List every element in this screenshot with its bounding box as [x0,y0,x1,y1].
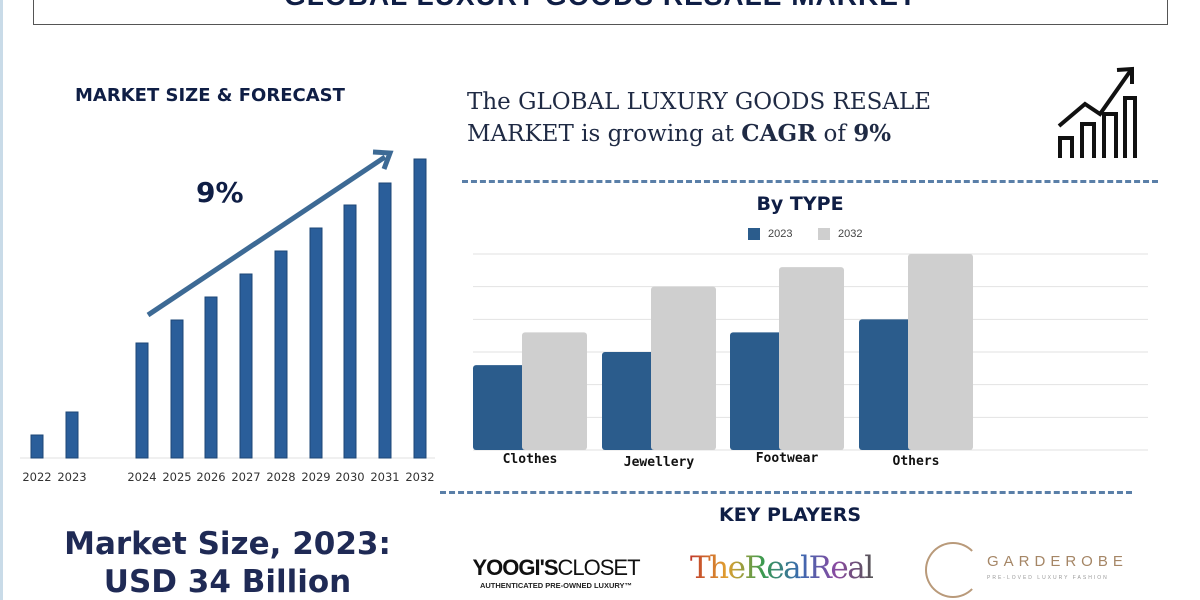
legend-item-2032: 2032 [818,228,863,241]
arrow-head-icon [372,149,394,170]
divider-top [462,180,1158,183]
cagr-line2: MARKET is growing at [467,121,742,147]
bar-Clothes-2023 [473,365,538,450]
bar-2024 [135,342,149,459]
logo-garderobe-tagline: PRE-LOVED LUXURY FASHION [987,575,1109,581]
garderobe-g-icon [925,542,981,598]
bar-Jewellery-2023 [602,352,667,450]
cagr-of: of [816,121,854,147]
logo-text-light: CLOSET [557,555,641,580]
year-label: 2023 [57,470,87,484]
bar-Others-2023 [859,319,924,450]
logo-tagline: AUTHENTICATED PRE-OWNED LUXURY™ [479,581,633,590]
cagr-line1: The GLOBAL LUXURY GOODS RESALE [467,89,932,115]
bar-2027 [239,273,253,459]
year-label: 2026 [196,470,226,484]
legend-item-2023: 2023 [748,228,793,241]
title-box: GLOBAL LUXURY GOODS RESALE MARKET [33,0,1168,25]
bar-2028 [274,250,288,459]
category-label: Footwear [755,451,819,466]
bar-2030 [343,204,357,459]
market-size-heading: MARKET SIZE & FORECAST [75,85,345,106]
year-label: 2029 [301,470,331,484]
divider-bottom [440,491,1132,494]
category-label: Clothes [502,452,558,467]
legend-swatch [818,228,830,241]
bar-Footwear-2032 [779,267,844,450]
bar-2029 [309,227,323,459]
logo-therealreal: TheRealReal [690,550,874,586]
year-label: 2031 [370,470,400,484]
bar-2032 [413,158,427,459]
logo-garderobe: GARDEROBE [987,553,1128,570]
cagr-value: 9% [853,120,892,147]
page-title: GLOBAL LUXURY GOODS RESALE MARKET [34,0,1167,12]
bar-2022 [30,434,44,459]
bar-2025 [170,319,184,459]
cagr-statement: The GLOBAL LUXURY GOODS RESALE MARKET is… [467,86,931,150]
legend-label: 2032 [838,228,863,240]
by-type-chart [473,253,1148,451]
year-label: 2025 [162,470,192,484]
market-forecast-chart [20,149,435,459]
growth-label: 9% [196,176,244,209]
by-type-heading: By TYPE [756,193,844,215]
bar-Footwear-2023 [730,332,795,450]
growth-chart-icon [1057,66,1137,158]
bar-Jewellery-2032 [651,286,716,450]
legend-swatch [748,228,760,241]
bar-2026 [204,296,218,459]
growth-arrow [146,154,387,318]
bar-Others-2032 [908,254,973,450]
market-size-line1: Market Size, 2023: [64,526,391,562]
category-label: Others [892,454,940,469]
key-players-heading: KEY PLAYERS [718,504,862,526]
logo-yoogis-closet: YOOGI'SCLOSET AUTHENTICATED PRE-OWNED LU… [456,555,656,590]
bar-2023 [65,411,79,459]
year-label: 2032 [405,470,435,484]
legend-label: 2023 [768,228,793,240]
year-label: 2030 [335,470,365,484]
market-size-line2: USD 34 Billion [103,564,352,600]
logo-text-bold: YOOGI'S [472,555,558,580]
year-label: 2022 [22,470,52,484]
cagr-keyword: CAGR [741,120,817,147]
year-label: 2028 [266,470,296,484]
year-label: 2027 [231,470,261,484]
year-label: 2024 [127,470,157,484]
bar-2031 [378,182,392,459]
bar-Clothes-2032 [522,332,587,450]
category-label: Jewellery [623,455,695,470]
left-border [0,0,3,600]
